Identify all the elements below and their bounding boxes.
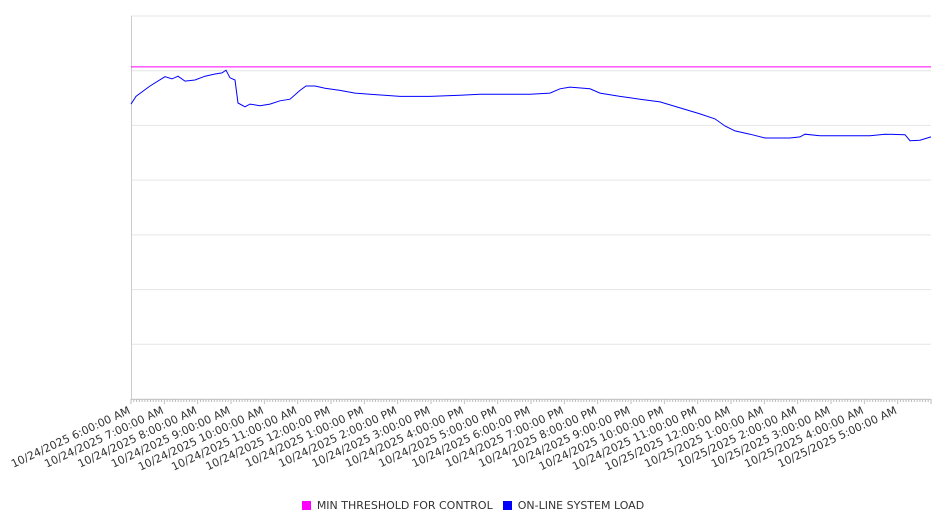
legend-swatch-threshold [301,501,311,510]
system-load-line [130,69,932,142]
legend: MIN THRESHOLD FOR CONTROL ON-LINE SYSTEM… [0,499,946,512]
legend-item-threshold[interactable]: MIN THRESHOLD FOR CONTROL [301,499,493,512]
legend-swatch-load [502,501,512,510]
legend-label-load: ON-LINE SYSTEM LOAD [517,499,645,512]
legend-label-threshold: MIN THRESHOLD FOR CONTROL [316,499,493,512]
legend-item-load[interactable]: ON-LINE SYSTEM LOAD [502,499,645,512]
